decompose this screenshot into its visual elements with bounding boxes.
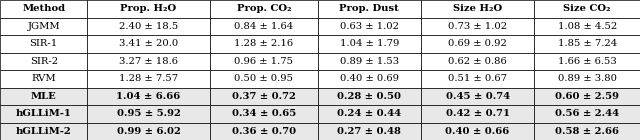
Text: 0.40 ± 0.69: 0.40 ± 0.69 [340,74,399,83]
Bar [210,0,318,18]
Text: Size H₂O: Size H₂O [453,4,502,13]
Text: 1.85 ± 7.24: 1.85 ± 7.24 [557,39,617,48]
Bar [318,52,420,70]
Text: SIR-2: SIR-2 [29,57,58,66]
Bar [318,18,420,35]
Bar [534,122,640,140]
Bar [88,70,210,88]
Text: 0.73 ± 1.02: 0.73 ± 1.02 [448,22,507,31]
Text: 1.04 ± 6.66: 1.04 ± 6.66 [116,92,180,101]
Text: 0.28 ± 0.50: 0.28 ± 0.50 [337,92,401,101]
Text: 3.27 ± 18.6: 3.27 ± 18.6 [119,57,178,66]
Text: 0.60 ± 2.59: 0.60 ± 2.59 [556,92,620,101]
Bar [210,122,318,140]
Text: SIR-1: SIR-1 [29,39,58,48]
Text: hGLLiM-2: hGLLiM-2 [16,127,72,136]
Text: RVM: RVM [31,74,56,83]
Bar [88,122,210,140]
Bar [534,70,640,88]
Bar [534,0,640,18]
Bar [88,0,210,18]
Text: 0.69 ± 0.92: 0.69 ± 0.92 [448,39,507,48]
Bar [0,88,88,105]
Text: 0.99 ± 6.02: 0.99 ± 6.02 [116,127,180,136]
Text: 1.04 ± 1.79: 1.04 ± 1.79 [340,39,399,48]
Bar [0,105,88,122]
Text: 1.28 ± 7.57: 1.28 ± 7.57 [119,74,178,83]
Text: 0.84 ± 1.64: 0.84 ± 1.64 [234,22,293,31]
Text: 1.08 ± 4.52: 1.08 ± 4.52 [557,22,617,31]
Bar [420,18,534,35]
Text: 0.62 ± 0.86: 0.62 ± 0.86 [448,57,507,66]
Bar [88,52,210,70]
Text: Prop. CO₂: Prop. CO₂ [237,4,291,13]
Bar [534,105,640,122]
Bar [420,52,534,70]
Bar [210,70,318,88]
Bar [534,52,640,70]
Text: 0.96 ± 1.75: 0.96 ± 1.75 [234,57,293,66]
Bar [210,18,318,35]
Bar [420,35,534,52]
Bar [88,18,210,35]
Text: Prop. Dust: Prop. Dust [339,4,399,13]
Bar [210,52,318,70]
Text: MLE: MLE [31,92,56,101]
Bar [318,0,420,18]
Text: 0.63 ± 1.02: 0.63 ± 1.02 [340,22,399,31]
Text: 0.95 ± 5.92: 0.95 ± 5.92 [116,109,180,118]
Bar [210,88,318,105]
Text: 2.40 ± 18.5: 2.40 ± 18.5 [119,22,178,31]
Bar [88,105,210,122]
Text: 0.40 ± 0.66: 0.40 ± 0.66 [445,127,509,136]
Text: JGMM: JGMM [28,22,60,31]
Text: Method: Method [22,4,65,13]
Text: 1.66 ± 6.53: 1.66 ± 6.53 [558,57,616,66]
Bar [0,18,88,35]
Bar [0,122,88,140]
Bar [0,0,88,18]
Text: 0.89 ± 3.80: 0.89 ± 3.80 [557,74,617,83]
Bar [0,35,88,52]
Bar [318,88,420,105]
Bar [420,70,534,88]
Text: 1.28 ± 2.16: 1.28 ± 2.16 [234,39,293,48]
Text: 0.45 ± 0.74: 0.45 ± 0.74 [445,92,509,101]
Text: 0.24 ± 0.44: 0.24 ± 0.44 [337,109,401,118]
Bar [88,35,210,52]
Bar [318,70,420,88]
Bar [318,35,420,52]
Text: 0.50 ± 0.95: 0.50 ± 0.95 [234,74,293,83]
Text: 0.36 ± 0.70: 0.36 ± 0.70 [232,127,296,136]
Bar [420,105,534,122]
Text: 0.37 ± 0.72: 0.37 ± 0.72 [232,92,296,101]
Text: Prop. H₂O: Prop. H₂O [120,4,177,13]
Bar [0,52,88,70]
Text: 0.58 ± 2.66: 0.58 ± 2.66 [556,127,620,136]
Bar [210,105,318,122]
Text: 0.27 ± 0.48: 0.27 ± 0.48 [337,127,401,136]
Text: 0.56 ± 2.44: 0.56 ± 2.44 [555,109,620,118]
Text: 0.42 ± 0.71: 0.42 ± 0.71 [445,109,509,118]
Text: 0.89 ± 1.53: 0.89 ± 1.53 [340,57,399,66]
Bar [318,105,420,122]
Bar [0,70,88,88]
Bar [534,88,640,105]
Text: 3.41 ± 20.0: 3.41 ± 20.0 [119,39,178,48]
Text: 0.34 ± 0.65: 0.34 ± 0.65 [232,109,296,118]
Bar [534,18,640,35]
Bar [534,35,640,52]
Text: Size CO₂: Size CO₂ [563,4,611,13]
Text: hGLLiM-1: hGLLiM-1 [16,109,72,118]
Bar [318,122,420,140]
Bar [420,122,534,140]
Text: 0.51 ± 0.67: 0.51 ± 0.67 [448,74,507,83]
Bar [210,35,318,52]
Bar [420,88,534,105]
Bar [88,88,210,105]
Bar [420,0,534,18]
